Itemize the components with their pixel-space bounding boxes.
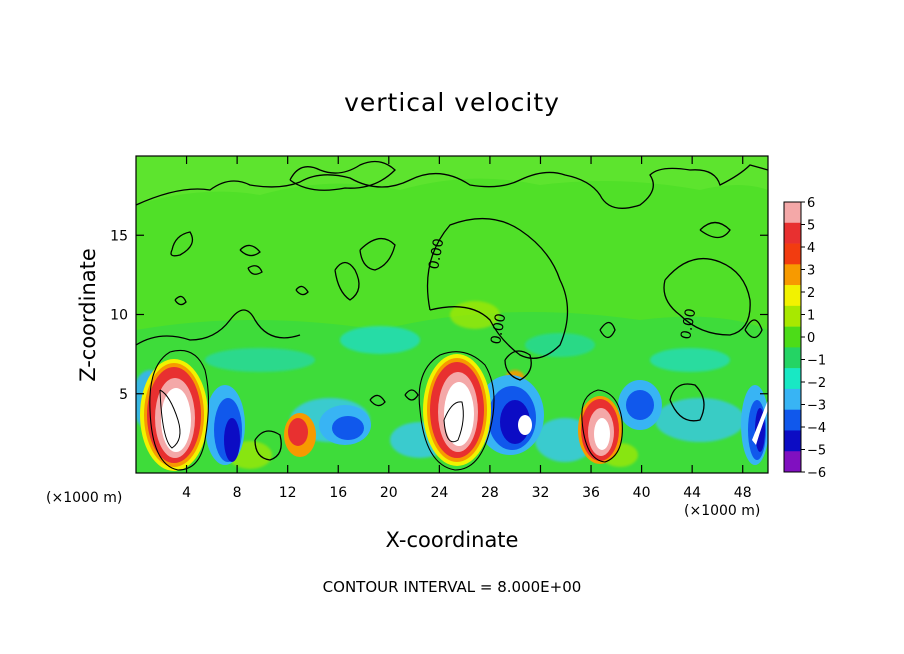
colorbar-swatch	[784, 451, 801, 473]
colorbar-swatch	[784, 388, 801, 410]
colorbar-label: 4	[807, 241, 815, 256]
x-tick-label: 4	[182, 485, 191, 501]
x-tick-label: 8	[233, 485, 242, 501]
y-tick-label: 15	[110, 228, 128, 244]
x-tick-label: 20	[380, 485, 398, 501]
colorbar-label: 6	[807, 196, 815, 211]
contour-interval-note: CONTOUR INTERVAL = 8.000E+00	[322, 578, 582, 596]
colorbar-swatch	[784, 430, 801, 452]
colorbar-swatch	[784, 264, 801, 286]
colorbar-label: −6	[807, 466, 826, 481]
contour-label: 0.00	[426, 237, 447, 270]
colorbar-swatch	[784, 409, 801, 431]
colorbar-swatch	[784, 347, 801, 369]
colorbar-swatch	[784, 243, 801, 265]
x-tick-label: 32	[532, 485, 550, 501]
x-tick-label: 12	[279, 485, 297, 501]
colorbar-label: 5	[807, 219, 815, 234]
field-layer	[136, 156, 768, 473]
x-axis-label: X-coordinate	[385, 528, 519, 552]
colorbar-label: 1	[807, 309, 815, 324]
x-tick-label: 24	[430, 485, 448, 501]
colorbar-swatch	[784, 285, 801, 307]
colorbar-label: −2	[807, 376, 826, 391]
x-tick-label: 36	[582, 485, 600, 501]
colorbar-label: 0	[807, 331, 815, 346]
updraft-cells	[140, 354, 622, 471]
contour-lines	[136, 160, 768, 471]
colorbar-label: −4	[807, 421, 826, 436]
y-tick-label: 5	[119, 387, 128, 403]
colorbar-swatch	[784, 202, 801, 224]
colorbar-label: −5	[807, 444, 826, 459]
colorbar-swatch	[784, 326, 801, 348]
x-tick-label: 44	[683, 485, 701, 501]
x-tick-label: 28	[481, 485, 499, 501]
chart-title: vertical velocity	[344, 88, 560, 117]
x-tick-label: 48	[734, 485, 752, 501]
contour-label: 0.00	[488, 312, 509, 345]
x-tick-label: 16	[329, 485, 347, 501]
colorbar-label: 3	[807, 264, 815, 279]
colorbar-swatch	[784, 305, 801, 327]
downdraft-cells	[205, 375, 768, 465]
x-unit-right: (×1000 m)	[684, 503, 761, 519]
colorbar-label: −1	[807, 354, 826, 369]
colorbar-label: 2	[807, 286, 815, 301]
colorbar-swatch	[784, 222, 801, 244]
x-unit-left: (×1000 m)	[46, 490, 123, 506]
x-tick-label: 40	[633, 485, 651, 501]
contour-label: 0.00	[678, 307, 699, 340]
colorbar-swatch	[784, 368, 801, 390]
colorbar-label: −3	[807, 399, 826, 414]
y-tick-label: 10	[110, 308, 128, 324]
colorbar: 6 5 4 3 2 1 0 −1 −2 −3 −4 −5 −6	[783, 196, 826, 481]
